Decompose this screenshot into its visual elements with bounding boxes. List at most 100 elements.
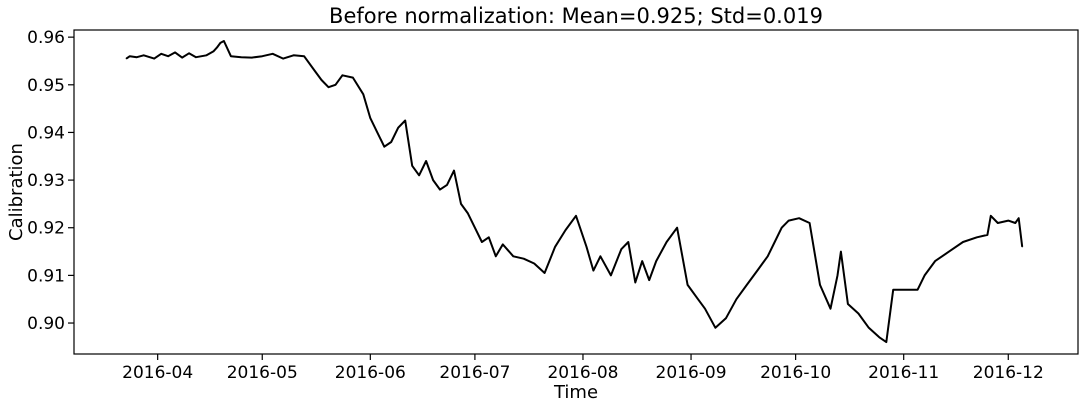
y-tick-label: 0.93 [27,171,65,191]
data-point [460,203,462,205]
data-point [303,55,305,57]
data-point [1018,217,1020,219]
data-point [474,227,476,229]
y-tick-label: 0.90 [27,314,65,334]
data-point [962,241,964,243]
data-point [544,272,546,274]
data-point [885,341,887,343]
data-point [997,222,999,224]
data-point [924,274,926,276]
data-point [829,308,832,310]
data-point [892,289,894,291]
data-point [341,74,343,76]
data-point [195,56,197,58]
data-point [352,77,354,79]
data-point [704,308,706,310]
data-point [418,174,420,176]
x-tick-label: 2016-11 [868,363,939,383]
data-point [781,227,783,229]
data-point [714,327,717,329]
x-tick-label: 2016-12 [973,363,1044,383]
data-point [502,243,504,245]
x-tick-label: 2016-05 [227,363,298,383]
y-tick-label: 0.96 [27,28,65,48]
data-point [746,284,748,286]
data-point [390,141,392,143]
data-point [188,52,190,54]
data-point [432,179,434,181]
data-point [666,241,668,243]
data-point [809,222,811,224]
data-point [404,119,406,122]
data-point [819,284,821,286]
data-point [910,289,912,291]
data-point [687,284,689,286]
data-point [411,165,413,167]
y-tick-label: 0.94 [27,123,65,143]
data-point [523,258,525,260]
chart-title: Before normalization: Mean=0.925; Std=0.… [329,4,823,28]
data-point [934,260,936,262]
data-point [446,184,448,186]
data-point [634,281,636,284]
data-point [1021,246,1023,248]
data-point [143,54,145,56]
data-point [481,241,483,243]
data-point [174,51,176,54]
data-point [976,236,978,238]
data-point [725,317,727,319]
data-point [917,289,919,291]
data-point [868,327,870,329]
y-tick-label: 0.91 [27,266,65,286]
data-point [181,57,183,59]
data-point [272,53,274,55]
data-point [774,241,776,243]
data-point [439,189,441,191]
data-point [857,312,860,315]
data-point [129,55,131,57]
data-point [948,251,950,253]
data-point [735,298,738,300]
data-point [334,84,337,86]
x-tick-label: 2016-07 [439,363,510,383]
data-point [847,303,849,305]
data-point [641,260,643,262]
y-tick-label: 0.95 [27,76,65,96]
data-point [878,336,880,338]
data-point [362,93,364,95]
data-point [212,50,214,53]
y-tick-label: 0.92 [27,219,65,239]
data-point [1007,220,1009,222]
data-point [1014,222,1016,224]
data-point [327,86,330,88]
data-point [453,170,455,172]
y-axis-title: Calibration [6,143,27,241]
data-point [599,255,602,257]
data-point [676,227,678,229]
data-point [620,248,622,250]
data-point [488,236,490,238]
plot-frame [73,29,1079,355]
data-point [125,58,127,60]
data-point [767,255,769,257]
data-point [216,47,218,49]
series-layer [125,40,1024,344]
data-point [320,79,323,81]
x-tick-label: 2016-10 [760,363,831,383]
data-point [990,215,992,217]
y-axis-ticks: 0.90 0.91 0.92 0.93 0.94 0.95 0.96 [27,28,74,334]
data-point [627,241,629,243]
data-point [251,57,253,59]
x-tick-label: 2016-04 [122,363,193,383]
x-axis-title: Time [553,382,598,403]
data-point [697,298,699,300]
data-point [261,55,263,57]
data-point [788,220,790,222]
data-point [467,212,469,214]
data-point [153,58,155,60]
data-point [592,270,595,272]
data-point [369,117,371,119]
data-point [756,270,758,272]
data-point [512,255,514,257]
data-point [160,53,162,55]
